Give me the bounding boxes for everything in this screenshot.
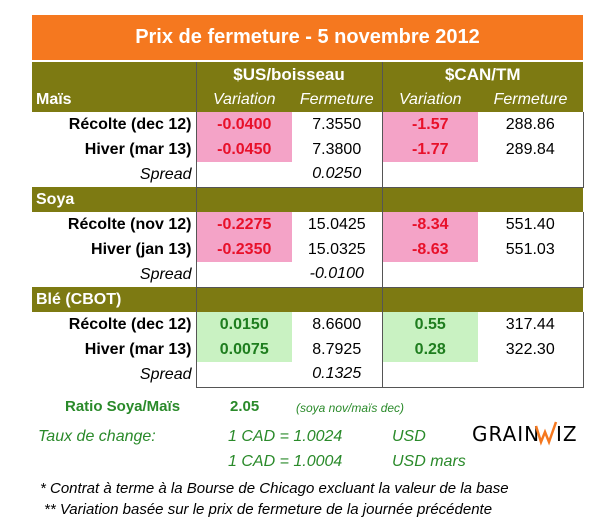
- section-name: Maïs: [32, 87, 196, 112]
- logo-w-mark: [534, 421, 558, 446]
- section-header-row: Blé (CBOT): [32, 287, 583, 312]
- spread-label: Spread: [32, 162, 196, 187]
- fermeture-can: 551.03: [478, 237, 584, 262]
- table-row: Récolte (dec 12) 0.0150 8.6600 0.55 317.44: [32, 312, 584, 337]
- header-row-groups: $US/boisseau $CAN/TM: [32, 62, 583, 87]
- header-row-columns: Maïs Variation Fermeture Variation Ferme…: [32, 87, 583, 112]
- ratio-label: Ratio Soya/Maïs: [65, 398, 181, 415]
- variation-us: -0.2350: [195, 237, 292, 262]
- exchange-unit-1: USD: [392, 428, 426, 445]
- footnote-2: ** Variation basée sur le prix de fermet…: [44, 501, 493, 518]
- fermeture-us: 15.0425: [292, 212, 382, 237]
- spread-label: Spread: [32, 262, 196, 287]
- spread-value: 0.0250: [292, 162, 382, 188]
- variation-can: -1.77: [381, 137, 478, 162]
- table-row: Récolte (dec 12) -0.0400 7.3550 -1.57 288.86: [32, 112, 584, 137]
- spread-value: 0.1325: [292, 362, 382, 388]
- row-label: Hiver (jan 13): [32, 237, 196, 262]
- variation-us: 0.0150: [195, 312, 292, 337]
- logo-text-right: IZ: [556, 422, 578, 446]
- row-label: Hiver (mar 13): [32, 137, 196, 162]
- price-table: $US/boisseau $CAN/TM Maïs Variation Ferm…: [32, 62, 584, 388]
- variation-can: 0.28: [381, 337, 478, 362]
- variation-can: 0.55: [381, 312, 478, 337]
- table-row: Récolte (nov 12) -0.2275 15.0425 -8.34 551.4…: [32, 212, 584, 237]
- row-label: Récolte (nov 12): [32, 212, 196, 237]
- variation-can: -8.34: [381, 212, 478, 237]
- exchange-label: Taux de change:: [38, 428, 156, 445]
- section-header-row: Soya: [32, 187, 583, 212]
- fermeture-us: 7.3800: [292, 137, 382, 162]
- logo-graphic: GRAIN IZ: [472, 421, 578, 446]
- variation-us: -0.0450: [195, 137, 292, 162]
- spread-value: -0.0100: [292, 262, 382, 288]
- fermeture-can: 317.44: [478, 312, 584, 337]
- spread-row: Spread 0.1325: [32, 362, 584, 388]
- exchange-unit-2: USD mars: [392, 453, 466, 470]
- header-group-can: $CAN/TM: [381, 62, 583, 87]
- fermeture-can: 322.30: [478, 337, 584, 362]
- spread-label: Spread: [32, 362, 196, 387]
- fermeture-us: 15.0325: [292, 237, 382, 262]
- variation-us: -0.0400: [195, 112, 292, 137]
- grainwiz-logo: GRAIN IZ: [470, 418, 580, 448]
- page-title: Prix de fermeture - 5 novembre 2012: [32, 15, 583, 60]
- spread-row: Spread -0.0100: [32, 262, 584, 288]
- fermeture-can: 288.86: [478, 112, 584, 137]
- footnote-1: * Contrat à terme à la Bourse de Chicago…: [40, 480, 509, 497]
- row-label: Récolte (dec 12): [32, 312, 196, 337]
- variation-us: -0.2275: [195, 212, 292, 237]
- table-row: Hiver (mar 13) 0.0075 8.7925 0.28 322.30: [32, 337, 584, 362]
- table-row: Hiver (mar 13) -0.0450 7.3800 -1.77 289.84: [32, 137, 584, 162]
- fermeture-us: 8.7925: [292, 337, 382, 362]
- logo-text-left: GRAIN: [472, 422, 540, 446]
- ratio-value: 2.05: [230, 398, 260, 415]
- section-name: Soya: [32, 187, 196, 212]
- fermeture-can: 551.40: [478, 212, 584, 237]
- row-label: Hiver (mar 13): [32, 337, 196, 362]
- header-fermeture-us: Fermeture: [292, 87, 382, 112]
- header-variation-can: Variation: [381, 87, 478, 112]
- fermeture-can: 289.84: [478, 137, 584, 162]
- variation-can: -1.57: [381, 112, 478, 137]
- table-row: Hiver (jan 13) -0.2350 15.0325 -8.63 551.03: [32, 237, 584, 262]
- header-variation-us: Variation: [195, 87, 292, 112]
- exchange-rate-1: 1 CAD = 1.0024: [228, 428, 343, 445]
- header-group-us: $US/boisseau: [195, 62, 382, 87]
- fermeture-us: 7.3550: [292, 112, 382, 137]
- ratio-note: (soya nov/maïs dec): [296, 401, 405, 415]
- fermeture-us: 8.6600: [292, 312, 382, 337]
- row-label: Récolte (dec 12): [32, 112, 196, 137]
- exchange-rate-2: 1 CAD = 1.0004: [228, 453, 343, 470]
- section-name: Blé (CBOT): [32, 287, 196, 312]
- variation-us: 0.0075: [195, 337, 292, 362]
- variation-can: -8.63: [381, 237, 478, 262]
- spread-row: Spread 0.0250: [32, 162, 584, 188]
- header-fermeture-can: Fermeture: [478, 87, 583, 112]
